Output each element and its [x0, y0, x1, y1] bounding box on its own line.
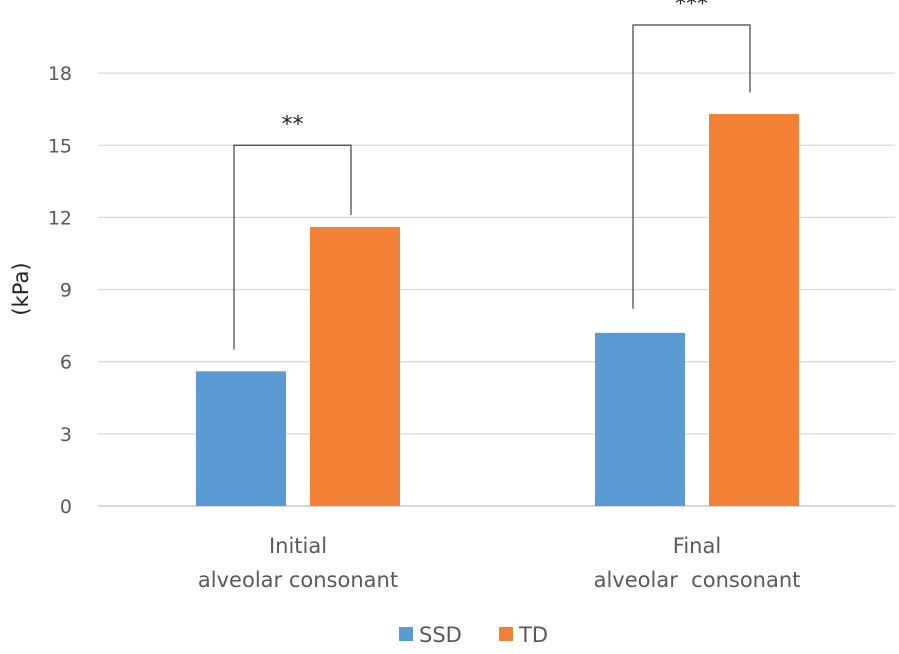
- y-axis-tick-labels: 0 3 6 9 12 15 18: [48, 63, 72, 518]
- category-label: alveolar consonant: [198, 568, 398, 592]
- bars: [196, 113, 799, 507]
- bar-td-2: [709, 113, 799, 507]
- significance-label: **: [282, 112, 304, 137]
- y-tick-label: 0: [60, 496, 72, 518]
- significance-bracket: [233, 144, 352, 350]
- category-labels: Initial alveolar consonant Final alveolar c…: [198, 534, 800, 592]
- significance-brackets: *****: [233, 0, 751, 350]
- significance-bracket: [632, 24, 751, 309]
- y-tick-label: 12: [48, 207, 72, 229]
- y-tick-label: 6: [60, 352, 72, 374]
- category-label: Initial: [269, 534, 327, 558]
- y-tick-label: 9: [60, 280, 72, 302]
- y-tick-label: 15: [48, 135, 72, 157]
- category-label: Final: [673, 534, 721, 558]
- legend-swatch-td: [499, 627, 513, 641]
- bar-ssd-1: [196, 371, 286, 506]
- y-tick-label: 3: [60, 424, 72, 446]
- legend-label-ssd: SSD: [419, 623, 462, 647]
- significance-label: ***: [675, 0, 708, 17]
- y-axis-title: (kPa): [9, 262, 33, 315]
- legend-label-td: TD: [518, 623, 548, 647]
- y-tick-label: 18: [48, 63, 72, 85]
- bar-td-1: [310, 227, 400, 506]
- category-label: alveolar consonant: [594, 568, 801, 592]
- legend: SSD TD: [399, 623, 548, 647]
- bar-ssd-2: [595, 332, 685, 506]
- legend-swatch-ssd: [399, 627, 413, 641]
